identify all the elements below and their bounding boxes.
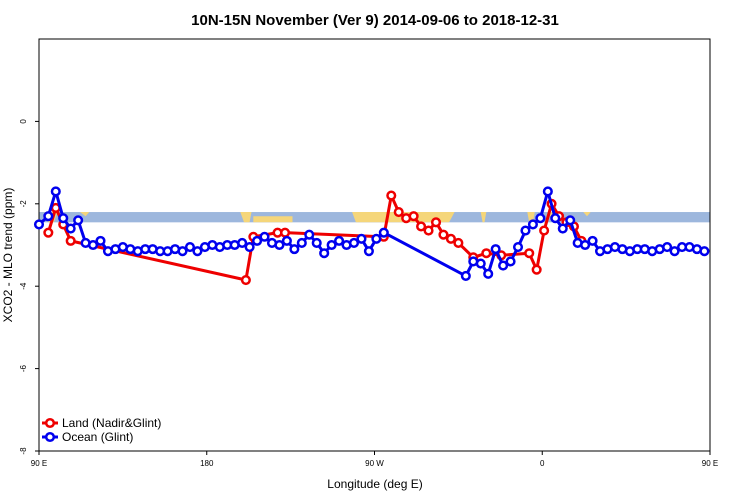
land-patch — [583, 212, 591, 217]
y-tick-label: -6 — [19, 364, 28, 372]
data-point — [73, 215, 84, 226]
data-point — [240, 274, 251, 286]
x-axis: 90 E 180 90 W 0 90 E — [31, 451, 718, 468]
land-patch — [240, 212, 252, 223]
data-point — [535, 213, 546, 224]
data-point — [334, 235, 345, 246]
data-point — [281, 235, 292, 246]
data-point — [550, 213, 561, 224]
data-point — [356, 233, 367, 244]
data-point — [50, 186, 61, 197]
series-ocean — [33, 186, 710, 281]
data-point — [274, 239, 285, 251]
data-point — [393, 206, 404, 218]
legend-item-land: Land (Nadir&Glint) — [42, 416, 161, 430]
x-tick-label: 0 — [540, 459, 545, 468]
data-point — [192, 246, 203, 257]
x-tick-label: 90 E — [31, 459, 47, 468]
data-point — [296, 237, 307, 248]
data-point — [386, 190, 397, 201]
data-point — [520, 225, 531, 236]
y-tick-label: -4 — [19, 282, 28, 290]
data-point — [580, 239, 591, 251]
data-point — [453, 237, 464, 248]
data-point — [279, 227, 291, 238]
x-axis-title: Longitude (deg E) — [327, 477, 422, 491]
legend-label-land: Land (Nadir&Glint) — [62, 416, 161, 430]
x-tick-label: 90 E — [702, 459, 718, 468]
land-patch — [253, 216, 293, 223]
data-point — [43, 211, 54, 222]
data-point — [58, 213, 69, 224]
data-point — [490, 244, 501, 255]
legend-marker-land — [44, 417, 56, 429]
land-patch — [480, 212, 487, 223]
data-point — [483, 268, 494, 279]
data-point — [33, 219, 45, 230]
data-point — [587, 235, 598, 246]
data-point — [95, 235, 106, 246]
data-point — [378, 227, 389, 238]
legend-item-ocean: Ocean (Glint) — [42, 430, 133, 444]
y-tick-label: 0 — [19, 119, 28, 124]
data-point — [557, 223, 568, 234]
data-point — [512, 242, 524, 253]
data-point — [311, 237, 322, 248]
data-point — [498, 260, 509, 271]
data-point — [184, 242, 196, 253]
data-point — [539, 225, 550, 236]
data-point — [252, 235, 263, 246]
data-point — [319, 248, 330, 259]
y-axis-title: XCO2 - MLO trend (ppm) — [1, 188, 15, 323]
data-point — [542, 186, 553, 197]
data-point — [371, 233, 382, 244]
x-tick-label: 180 — [200, 459, 214, 468]
x-tick-label: 90 W — [365, 459, 384, 468]
series-line — [38, 189, 705, 278]
data-point — [481, 248, 492, 259]
data-point — [304, 229, 315, 240]
data-point — [699, 246, 710, 257]
data-point — [259, 231, 270, 242]
legend-marker-ocean — [44, 431, 56, 443]
data-point — [438, 229, 449, 240]
data-point — [348, 237, 360, 248]
data-point — [662, 242, 673, 253]
data-point — [65, 235, 76, 246]
data-point — [244, 242, 255, 253]
data-point — [363, 246, 374, 257]
data-point — [531, 264, 542, 275]
legend-label-ocean: Ocean (Glint) — [62, 430, 133, 444]
data-point — [326, 239, 337, 251]
data-point — [65, 223, 76, 234]
data-point — [565, 215, 576, 226]
land-patch — [80, 212, 90, 217]
data-point — [475, 258, 486, 269]
data-point — [460, 270, 471, 281]
data-point — [289, 244, 300, 255]
data-point — [527, 219, 538, 230]
data-point — [445, 233, 456, 244]
data-point — [177, 246, 188, 257]
series-layer — [33, 186, 710, 286]
data-point — [669, 246, 680, 257]
y-tick-label: -2 — [19, 200, 28, 208]
data-point — [430, 217, 442, 228]
data-point — [423, 225, 434, 236]
legend: Land (Nadir&Glint) Ocean (Glint) — [42, 416, 161, 444]
data-point — [416, 221, 427, 232]
data-point — [524, 248, 535, 259]
chart-title: 10N-15N November (Ver 9) 2014-09-06 to 2… — [191, 12, 559, 29]
y-axis: -8 -6 -4 -2 0 — [19, 119, 39, 455]
data-point — [408, 211, 419, 222]
data-point — [88, 239, 99, 251]
y-tick-label: -8 — [19, 447, 28, 455]
data-point — [43, 227, 54, 238]
data-point — [237, 237, 248, 248]
data-point — [505, 256, 516, 267]
